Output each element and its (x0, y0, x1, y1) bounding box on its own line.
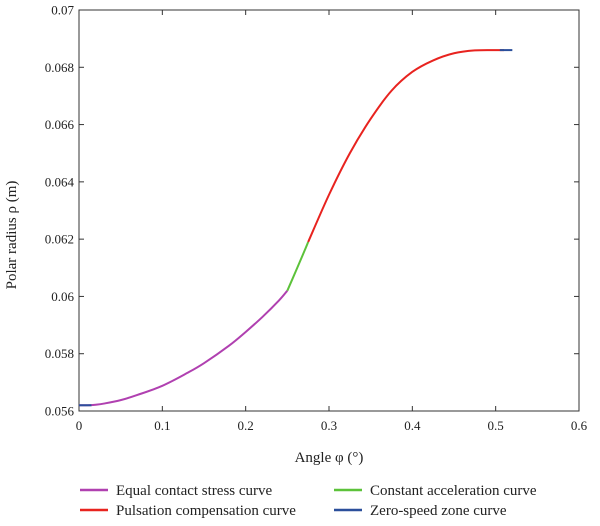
legend: Equal contact stress curve Constant accel… (80, 483, 537, 519)
y-tick-label: 0.058 (45, 346, 74, 361)
y-tick-label: 0.066 (45, 117, 75, 132)
x-axis-label: Angle φ (°) (295, 450, 364, 466)
x-tick-label: 0.3 (321, 418, 337, 433)
x-tick-label: 0.1 (154, 418, 170, 433)
axes-frame (78, 9, 580, 412)
plot-lines (78, 49, 513, 407)
legend-item: Constant acceleration curve (334, 483, 537, 499)
y-tick-label: 0.056 (45, 404, 75, 419)
pulsation-compensation-curve-line (307, 49, 505, 243)
legend-label: Constant acceleration curve (370, 483, 537, 499)
legend-label: Zero-speed zone curve (370, 503, 507, 519)
legend-item: Pulsation compensation curve (80, 503, 296, 519)
x-tick-label: 0 (76, 418, 83, 433)
plot-area-border (78, 9, 580, 412)
legend-label: Equal contact stress curve (116, 483, 273, 499)
constant-acceleration-curve-line (286, 241, 310, 292)
y-tick-label: 0.06 (51, 289, 74, 304)
y-axis-ticks: 0.056 0.058 0.06 0.062 0.064 0.066 0.068 0.07 (45, 3, 579, 419)
legend-item: Equal contact stress curve (80, 483, 273, 499)
y-tick-label: 0.07 (51, 3, 74, 18)
y-tick-label: 0.062 (45, 232, 74, 247)
legend-item: Zero-speed zone curve (334, 503, 507, 519)
x-tick-label: 0.5 (488, 418, 504, 433)
y-tick-label: 0.064 (45, 174, 75, 189)
legend-label: Pulsation compensation curve (116, 503, 296, 519)
y-tick-label: 0.068 (45, 60, 74, 75)
x-axis-ticks: 0 0.1 0.2 0.3 0.4 0.5 0.6 (76, 10, 588, 433)
y-axis-label: Polar radius ρ (m) (4, 181, 20, 290)
x-tick-label: 0.2 (238, 418, 254, 433)
x-tick-label: 0.4 (404, 418, 421, 433)
equal-contact-stress-curve-line (78, 290, 289, 407)
x-tick-label: 0.6 (571, 418, 588, 433)
